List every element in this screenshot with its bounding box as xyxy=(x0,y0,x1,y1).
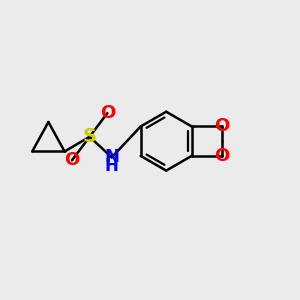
Text: O: O xyxy=(64,151,80,169)
Text: S: S xyxy=(82,127,97,146)
Text: O: O xyxy=(100,104,115,122)
Text: O: O xyxy=(214,117,230,135)
Text: N: N xyxy=(104,148,119,166)
Text: O: O xyxy=(214,147,230,165)
Text: H: H xyxy=(105,157,119,175)
